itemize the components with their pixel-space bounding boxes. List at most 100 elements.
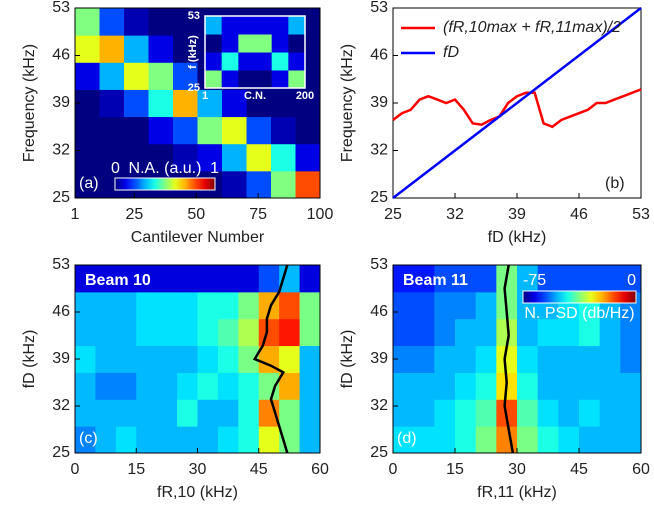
heatmap-cell — [156, 345, 178, 373]
heatmap-cell — [205, 34, 223, 53]
heatmap-cell — [156, 318, 178, 347]
x-tick-label: 1 — [202, 90, 208, 102]
heatmap-cell — [517, 345, 539, 373]
heatmap-cell — [599, 372, 621, 400]
heatmap-cell — [279, 345, 301, 373]
x-tick-label: 30 — [189, 461, 207, 478]
x-tick-label: 32 — [446, 206, 464, 223]
heatmap-cell — [258, 345, 280, 373]
x-tick-label: 60 — [632, 461, 650, 478]
heatmap-cell — [299, 265, 321, 293]
heatmap-cell — [475, 291, 497, 320]
heatmap-cell — [558, 345, 580, 373]
heatmap-cell — [434, 291, 456, 320]
series-line — [392, 88, 642, 129]
heatmap-cell — [279, 291, 301, 320]
heatmap-cell — [455, 265, 477, 293]
heatmap-cell — [238, 345, 260, 373]
heatmap-cell — [222, 89, 247, 118]
heatmap-cell — [173, 62, 198, 90]
heatmap-cell — [238, 291, 260, 320]
heatmap-cell — [238, 16, 256, 35]
heatmap-cell — [75, 8, 100, 36]
heatmap-cell — [124, 8, 149, 36]
heatmap-cell — [136, 345, 158, 373]
heatmap-cell — [517, 265, 539, 293]
heatmap-cell — [136, 265, 158, 293]
heatmap-cell — [238, 399, 260, 427]
heatmap-cell — [75, 35, 100, 63]
y-tick-label: 25 — [370, 444, 388, 461]
heatmap-cell — [156, 399, 178, 427]
heatmap-cell — [599, 345, 621, 373]
heatmap-cell — [299, 426, 321, 454]
heatmap-cell — [517, 318, 539, 347]
heatmap-cell — [75, 291, 96, 320]
plot-frame — [392, 264, 642, 454]
heatmap-cell — [124, 35, 149, 63]
heatmap-cell — [579, 318, 601, 347]
series-line — [252, 264, 289, 454]
y-tick-label: 53 — [52, 0, 70, 16]
heatmap-cell — [238, 52, 256, 71]
heatmap-cell — [299, 372, 321, 400]
colorbar-tick-label: 0 — [111, 160, 120, 177]
heatmap-cell — [295, 170, 321, 199]
heatmap-cell — [197, 399, 219, 427]
heatmap-cell — [455, 318, 477, 347]
heatmap-cell — [279, 318, 301, 347]
heatmap-cell — [177, 399, 198, 427]
heatmap-cell — [217, 399, 239, 427]
x-tick-label: 50 — [187, 206, 205, 223]
heatmap-cell — [620, 372, 642, 400]
heatmap-cell — [455, 291, 477, 320]
heatmap-cell — [177, 265, 198, 293]
heatmap-cell — [246, 89, 272, 118]
heatmap-cell — [173, 116, 198, 145]
y-axis-label: Frequency (kHz) — [21, 44, 38, 162]
heatmap-cell — [246, 116, 272, 145]
heatmap-cell — [455, 399, 477, 427]
heatmap-cell — [579, 372, 601, 400]
plot-frame — [392, 7, 642, 199]
legend-label: fD — [443, 44, 459, 61]
y-tick-label: 25 — [188, 82, 200, 94]
heatmap-cell — [258, 426, 280, 454]
panel-title: Beam 10 — [85, 272, 151, 289]
heatmap-cell — [475, 265, 497, 293]
heatmap-cell — [75, 318, 96, 347]
heatmap-cell — [177, 426, 198, 454]
heatmap-cell — [393, 291, 415, 320]
x-tick-label: 60 — [311, 461, 329, 478]
heatmap-cell — [197, 265, 219, 293]
heatmap-cell — [413, 399, 435, 427]
heatmap-cell — [95, 265, 117, 293]
heatmap-cell — [475, 318, 497, 347]
y-tick-label: 46 — [52, 47, 70, 64]
y-tick-label: 39 — [370, 94, 388, 111]
x-tick-label: 25 — [384, 206, 402, 223]
heatmap-cell — [148, 62, 174, 90]
heatmap-cell — [217, 318, 239, 347]
heatmap-cell — [271, 89, 296, 118]
heatmap-cell — [173, 8, 198, 36]
heatmap-cell — [246, 143, 272, 172]
heatmap-cell — [599, 265, 621, 293]
y-tick-label: 32 — [370, 397, 388, 414]
x-tick-label: 0 — [71, 461, 80, 478]
x-axis-label: C.N. — [244, 90, 266, 102]
heatmap-cell — [279, 399, 301, 427]
heatmap-cell — [156, 372, 178, 400]
heatmap-cell — [95, 291, 117, 320]
y-tick-label: 53 — [370, 256, 388, 273]
heatmap-cell — [75, 62, 100, 90]
heatmap-cell — [156, 265, 178, 293]
heatmap-cell — [156, 291, 178, 320]
y-tick-label: 46 — [370, 303, 388, 320]
heatmap-cell — [279, 372, 301, 400]
heatmap-cell — [205, 70, 223, 89]
heatmap-cell — [115, 372, 137, 400]
y-tick-label: 53 — [52, 256, 70, 273]
heatmap-cell — [205, 16, 223, 35]
